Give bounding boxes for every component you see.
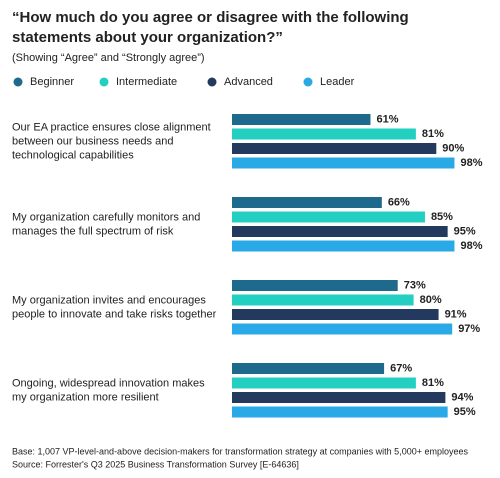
bar — [232, 197, 382, 208]
value-label: 67% — [390, 362, 412, 374]
bar — [232, 226, 448, 237]
bar — [232, 211, 425, 223]
chart-title: “How much do you agree or disagree with … — [12, 9, 409, 46]
bar — [232, 323, 453, 335]
bar — [232, 294, 414, 306]
category-label: My organization invites and encourages pe… — [12, 294, 217, 320]
bar — [232, 363, 385, 374]
bar — [232, 406, 448, 418]
value-label: 98% — [460, 157, 482, 169]
value-label: 85% — [431, 211, 453, 223]
value-label: 95% — [454, 406, 476, 418]
legend-label: Intermediate — [116, 76, 177, 88]
bar — [232, 240, 455, 252]
bar — [232, 114, 371, 125]
bar — [232, 280, 398, 291]
value-label: 61% — [376, 113, 398, 125]
value-label: 81% — [422, 128, 444, 140]
legend-label: Beginner — [30, 76, 74, 88]
bar — [232, 392, 446, 403]
bar — [232, 309, 439, 320]
value-label: 90% — [442, 142, 464, 154]
bar — [232, 128, 416, 140]
legend-marker — [303, 77, 313, 87]
legend-marker — [207, 77, 217, 87]
chart-subtitle: (Showing “Agree” and “Strongly agree”) — [12, 52, 205, 64]
legend-marker — [99, 77, 109, 87]
value-label: 73% — [404, 279, 426, 291]
legend-marker — [13, 77, 23, 87]
value-label: 91% — [445, 308, 467, 320]
bar — [232, 143, 437, 154]
value-label: 66% — [388, 196, 410, 208]
value-label: 95% — [454, 225, 476, 237]
value-label: 94% — [451, 391, 473, 403]
category-label: Ongoing, widespread innovation makes my o… — [12, 377, 205, 403]
category-label: My organization carefully monitors and ma… — [12, 211, 200, 237]
bar — [232, 377, 416, 389]
note: Source: Forrester's Q3 2025 Business Tra… — [12, 459, 299, 469]
value-label: 80% — [420, 294, 442, 306]
value-label: 97% — [458, 323, 480, 335]
legend-label: Advanced — [224, 76, 273, 88]
note: Base: 1,007 VP-level-and-above decision-… — [12, 446, 468, 456]
bar — [232, 157, 455, 169]
legend-label: Leader — [320, 76, 355, 88]
category-label: Our EA practice ensures close alignment b… — [12, 121, 211, 161]
value-label: 81% — [422, 377, 444, 389]
value-label: 98% — [460, 240, 482, 252]
